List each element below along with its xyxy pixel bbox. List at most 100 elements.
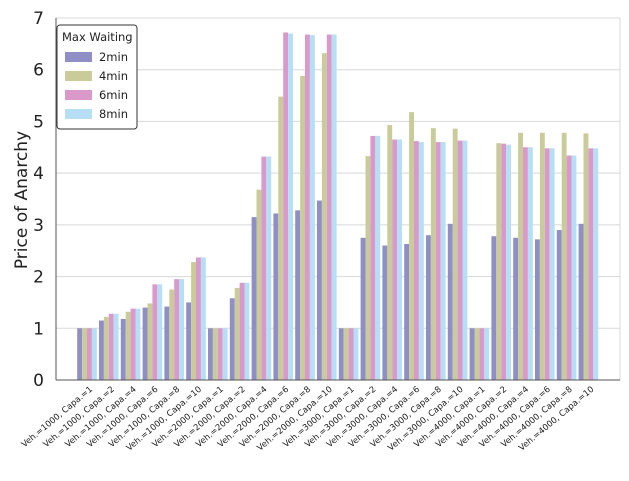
bar	[527, 147, 533, 380]
bar	[288, 33, 293, 381]
bar	[375, 135, 381, 380]
legend-swatch	[65, 71, 92, 81]
y-tick-label: 4	[33, 164, 44, 184]
legend-label: 2min	[99, 50, 128, 64]
bar	[474, 328, 480, 380]
bar	[348, 328, 354, 380]
bar	[418, 142, 424, 380]
y-tick-label: 2	[33, 268, 44, 288]
bar	[544, 148, 550, 380]
y-tick-label: 6	[33, 61, 44, 81]
bar	[539, 132, 545, 380]
bar	[142, 307, 148, 380]
bar	[535, 239, 540, 380]
bar	[457, 140, 463, 380]
bar	[501, 143, 507, 380]
bar	[283, 32, 289, 380]
y-tick-label: 1	[33, 319, 44, 339]
bar	[278, 96, 284, 380]
bar	[549, 148, 555, 380]
y-tick-labels: 0 1 2 3 4 5 6 7	[33, 9, 44, 391]
bar	[266, 156, 272, 380]
bar	[578, 223, 584, 380]
bar	[556, 230, 562, 380]
y-tick-label: 5	[33, 112, 44, 132]
bar	[426, 235, 431, 380]
bar	[506, 144, 511, 380]
bar	[397, 139, 402, 380]
y-tick-label: 0	[33, 371, 44, 391]
bar	[561, 132, 567, 380]
y-tick-label: 7	[33, 9, 44, 29]
bar	[317, 200, 322, 380]
bar	[295, 210, 301, 380]
bar	[435, 142, 441, 380]
bar	[305, 34, 310, 380]
bar	[169, 289, 175, 380]
bar	[239, 282, 245, 380]
bar	[571, 155, 577, 380]
legend-label: 8min	[99, 107, 128, 121]
bars	[77, 32, 599, 381]
bar	[469, 328, 475, 380]
bar	[414, 141, 419, 380]
legend-label: 4min	[99, 69, 128, 83]
axes	[55, 17, 621, 381]
y-axis-label: Price of Anarchy	[12, 131, 32, 269]
legend-title: Max Waiting	[62, 30, 133, 44]
bar	[251, 217, 257, 380]
bar	[430, 128, 436, 380]
bar	[125, 311, 131, 380]
bar	[583, 133, 589, 380]
bar	[179, 279, 184, 380]
bar	[462, 140, 468, 380]
bar	[331, 34, 337, 380]
bar	[409, 112, 414, 381]
bar	[208, 328, 213, 380]
legend-swatch	[65, 90, 92, 100]
bar	[77, 328, 83, 380]
bar	[484, 328, 490, 380]
bar	[91, 328, 97, 380]
bar	[353, 328, 359, 380]
bar	[120, 318, 126, 380]
bar	[365, 156, 371, 380]
bar	[222, 328, 228, 380]
bar	[382, 245, 388, 380]
bar	[518, 132, 523, 380]
bar	[440, 142, 446, 380]
legend-swatch	[65, 109, 92, 119]
y-tick-label: 3	[33, 216, 44, 236]
bar	[404, 243, 410, 380]
bar	[513, 237, 519, 380]
bar	[99, 320, 104, 380]
bar	[244, 282, 250, 380]
bar	[108, 313, 114, 380]
bar	[234, 287, 240, 380]
bar	[82, 328, 87, 380]
legend-label: 6min	[99, 88, 128, 102]
bar	[491, 236, 497, 380]
bar	[200, 257, 206, 380]
bar	[447, 223, 453, 380]
bar	[588, 148, 594, 380]
bar	[186, 302, 192, 380]
bar	[113, 313, 119, 380]
bar	[191, 262, 196, 380]
bar	[147, 303, 153, 380]
legend-items: 2min 4min 6min 8min	[65, 50, 128, 121]
bar	[152, 284, 158, 380]
bar	[523, 147, 528, 380]
bar	[392, 139, 398, 380]
bar	[174, 279, 180, 380]
bar	[212, 328, 218, 380]
bar	[326, 34, 332, 380]
bar	[479, 328, 485, 380]
bar	[256, 189, 262, 380]
legend-box	[56, 24, 138, 130]
bar	[157, 284, 163, 380]
bar	[360, 237, 366, 380]
bar	[196, 257, 201, 380]
